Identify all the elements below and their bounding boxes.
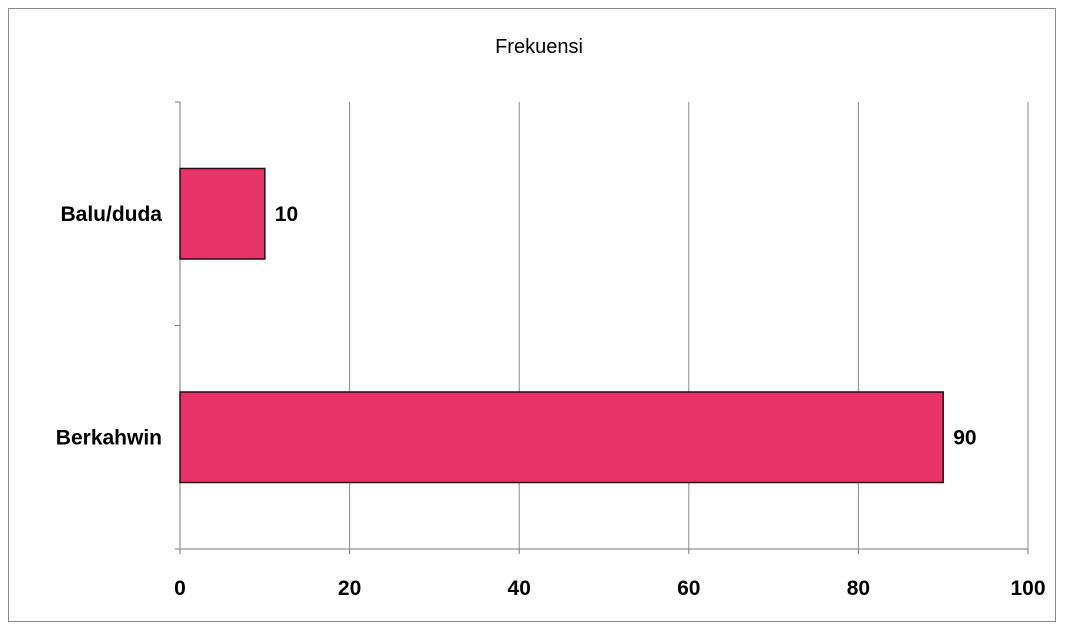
x-tick-label-80: 80 (847, 577, 870, 600)
category-label-balu-duda: Balu/duda (60, 203, 162, 226)
axes (175, 101, 1029, 554)
x-tick-label-100: 100 (1010, 577, 1045, 600)
x-tick-label-60: 60 (677, 577, 700, 600)
bars (179, 167, 944, 484)
labels: 0 20 40 60 80 100 Berkahwin 90 Balu/duda 10 (56, 203, 1046, 600)
category-label-berkahwin: Berkahwin (56, 426, 162, 449)
x-tick-label-20: 20 (338, 577, 361, 600)
x-tick-label-0: 0 (174, 577, 186, 600)
bar-berkahwin (179, 391, 944, 484)
chart-title: Frekuensi (495, 36, 583, 58)
data-label-berkahwin: 90 (953, 426, 976, 449)
chart-frame (8, 8, 1056, 622)
bar-balu-duda (179, 167, 266, 260)
data-label-balu-duda: 10 (275, 203, 298, 226)
x-tick-label-40: 40 (508, 577, 531, 600)
